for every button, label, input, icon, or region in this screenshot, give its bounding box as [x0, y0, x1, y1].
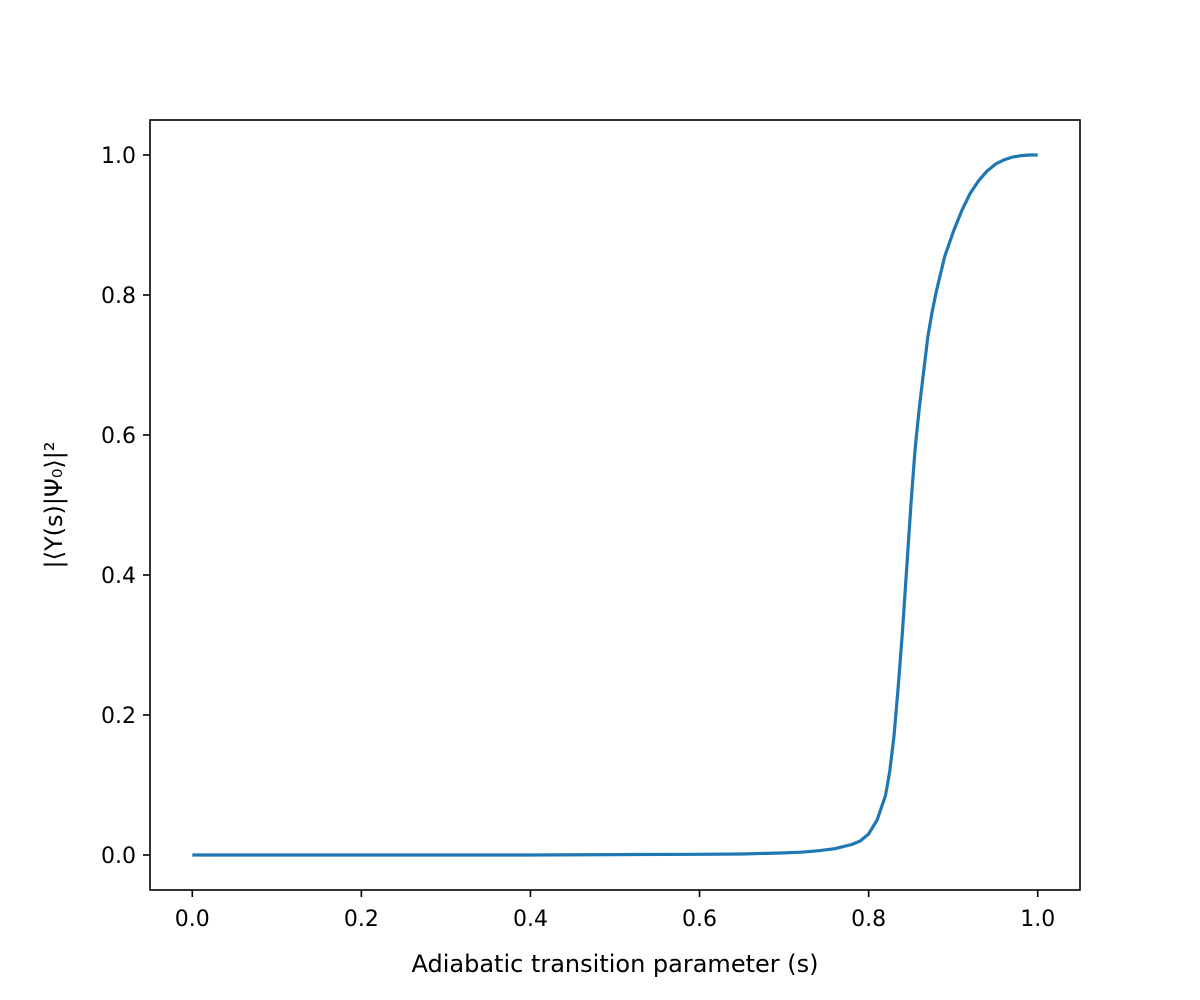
x-tick-label: 0.8: [851, 907, 886, 932]
plot-frame: [149, 119, 1081, 891]
x-tick-label: 0.2: [344, 907, 379, 932]
y-axis-ticks: 0.0 0.2 0.4 0.6 0.8 1.0: [101, 144, 150, 869]
y-tick-label: 1.0: [101, 144, 136, 169]
y-tick-label: 0.6: [101, 424, 136, 449]
x-axis-ticks: 0.0 0.2 0.4 0.6 0.8 1.0: [175, 890, 1055, 932]
series-line: [192, 153, 1038, 857]
x-axis-label: Adiabatic transition parameter (s): [412, 950, 819, 978]
x-tick-label: 0.6: [682, 907, 717, 932]
y-tick-label: 0.0: [101, 844, 136, 869]
series-layer: [192, 153, 1038, 857]
y-axis-label: |⟨Υ(s)|Ψ₀⟩|²: [40, 441, 68, 568]
x-tick-label: 0.4: [513, 907, 548, 932]
x-tick-label: 0.0: [175, 907, 210, 932]
y-tick-label: 0.2: [101, 704, 136, 729]
y-tick-label: 0.4: [101, 564, 136, 589]
y-tick-label: 0.8: [101, 284, 136, 309]
x-tick-label: 1.0: [1020, 907, 1055, 932]
